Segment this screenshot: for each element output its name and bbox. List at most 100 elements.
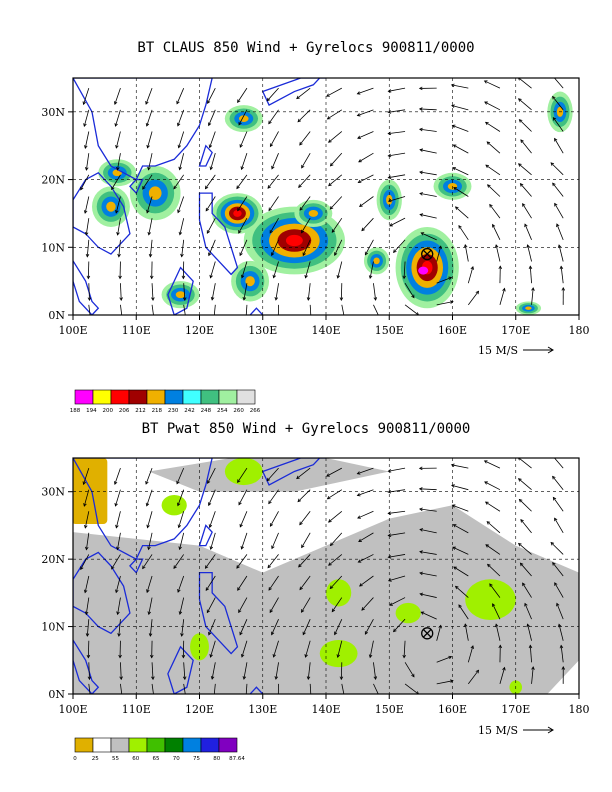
wind-vector bbox=[237, 87, 248, 103]
wind-vector bbox=[520, 183, 532, 197]
wind-vector-head bbox=[336, 654, 341, 659]
wind-vector-head bbox=[559, 265, 564, 270]
wind-vector-head bbox=[210, 676, 215, 680]
wind-vector-head bbox=[359, 583, 363, 587]
wind-vector-head bbox=[483, 460, 488, 464]
wind-vector-head bbox=[393, 628, 397, 633]
x-tick-label: 130E bbox=[248, 324, 277, 337]
wind-vector-head bbox=[452, 524, 457, 528]
coastline bbox=[73, 638, 100, 694]
wind-vector bbox=[142, 174, 153, 190]
wind-vector-head bbox=[387, 533, 392, 537]
wind-vector-head bbox=[518, 78, 522, 81]
wind-vector-head bbox=[296, 95, 300, 100]
wind-vector bbox=[241, 153, 248, 170]
wind-vector-head bbox=[419, 571, 423, 576]
wind-vector bbox=[271, 153, 279, 169]
coastline bbox=[73, 551, 131, 635]
wind-vector bbox=[117, 218, 121, 235]
wind-vector-head bbox=[453, 187, 457, 191]
wind-vector bbox=[146, 575, 153, 593]
wind-vector bbox=[210, 640, 216, 658]
coastline bbox=[129, 178, 144, 195]
wind-vector-head bbox=[87, 297, 92, 301]
wind-vector bbox=[208, 239, 216, 256]
wind-vector bbox=[357, 87, 374, 95]
panel-2-title: BT Pwat 850 Wind + Gyrelocs 900811/0000 bbox=[141, 421, 471, 437]
wind-vector bbox=[388, 489, 406, 493]
wind-vector bbox=[520, 519, 532, 534]
wind-vector bbox=[238, 489, 248, 505]
wind-vector bbox=[524, 224, 532, 240]
wind-vector-head bbox=[268, 120, 272, 125]
wind-vector-head bbox=[418, 86, 423, 91]
colorbar-label: 25 bbox=[92, 756, 99, 762]
wind-vector bbox=[85, 218, 90, 236]
wind-vector-head bbox=[419, 148, 424, 152]
wind-vector bbox=[484, 481, 501, 491]
wind-vector-head bbox=[268, 207, 272, 212]
wind-vector bbox=[364, 239, 374, 255]
wind-vector-head bbox=[438, 245, 442, 250]
wind-vector-head bbox=[176, 122, 181, 127]
wind-vector bbox=[83, 88, 90, 105]
wind-vector-head bbox=[83, 210, 88, 214]
wind-vector-head bbox=[142, 565, 146, 570]
x-tick-label: 140E bbox=[311, 324, 340, 337]
wind-vector bbox=[209, 511, 216, 528]
wind-vector bbox=[299, 575, 311, 590]
wind-vector bbox=[270, 511, 279, 527]
wind-vector-head bbox=[207, 480, 211, 484]
wind-vector bbox=[531, 666, 534, 684]
wind-vector-head bbox=[299, 586, 303, 591]
wind-vector-head bbox=[117, 253, 121, 258]
wind-vector-head bbox=[378, 317, 381, 320]
wind-vector bbox=[485, 121, 501, 132]
wind-vector bbox=[467, 670, 479, 685]
colorbar-label: 218 bbox=[152, 408, 163, 414]
wind-vector bbox=[358, 152, 374, 163]
wind-vector bbox=[388, 532, 406, 536]
wind-vector bbox=[388, 152, 406, 157]
wind-vector-head bbox=[470, 266, 474, 270]
wind-vector-head bbox=[84, 145, 88, 149]
wind-vector bbox=[211, 283, 216, 300]
wind-vector-head bbox=[271, 545, 275, 550]
wind-vector-head bbox=[117, 633, 121, 637]
wind-vector-head bbox=[552, 475, 556, 480]
wind-vector bbox=[337, 261, 343, 279]
wind-vector-head bbox=[115, 144, 119, 149]
cloud-core bbox=[418, 266, 429, 275]
wind-vector-head bbox=[331, 608, 336, 613]
wind-vector-head bbox=[389, 602, 393, 606]
wind-vector bbox=[181, 239, 185, 257]
wind-vector bbox=[357, 489, 374, 496]
wind-vector-head bbox=[526, 623, 530, 628]
wind-vector-head bbox=[299, 207, 303, 211]
wind-vector-head bbox=[177, 524, 182, 529]
wind-vector bbox=[486, 521, 501, 534]
wind-vector-head bbox=[373, 676, 378, 680]
wind-vector-head bbox=[411, 294, 415, 299]
wind-vector bbox=[554, 582, 564, 598]
wind-vector-head bbox=[242, 296, 247, 301]
wind-vector-head bbox=[111, 565, 115, 570]
wind-vector-head bbox=[153, 698, 156, 701]
wind-vector-head bbox=[239, 523, 243, 528]
wind-vector-head bbox=[269, 609, 273, 614]
wind-vector-head bbox=[552, 561, 556, 566]
wind-vector-head bbox=[339, 676, 344, 681]
wind-vector-head bbox=[147, 166, 151, 171]
wind-vector bbox=[148, 153, 153, 170]
wind-vector bbox=[238, 217, 248, 234]
wind-vector-head bbox=[208, 631, 212, 636]
wind-vector bbox=[114, 88, 121, 105]
wind-vector-head bbox=[494, 244, 499, 248]
map-panel-pwat: 100E 110E 120E 130E 140E 150E 160E 170E 180 0N 10N… bbox=[41, 457, 590, 762]
wind-vector bbox=[268, 196, 279, 211]
wind-vector bbox=[420, 593, 437, 598]
y-tick-label: 10N bbox=[41, 241, 65, 254]
wind-vector-head bbox=[80, 566, 84, 571]
wind-vector-head bbox=[528, 644, 533, 649]
